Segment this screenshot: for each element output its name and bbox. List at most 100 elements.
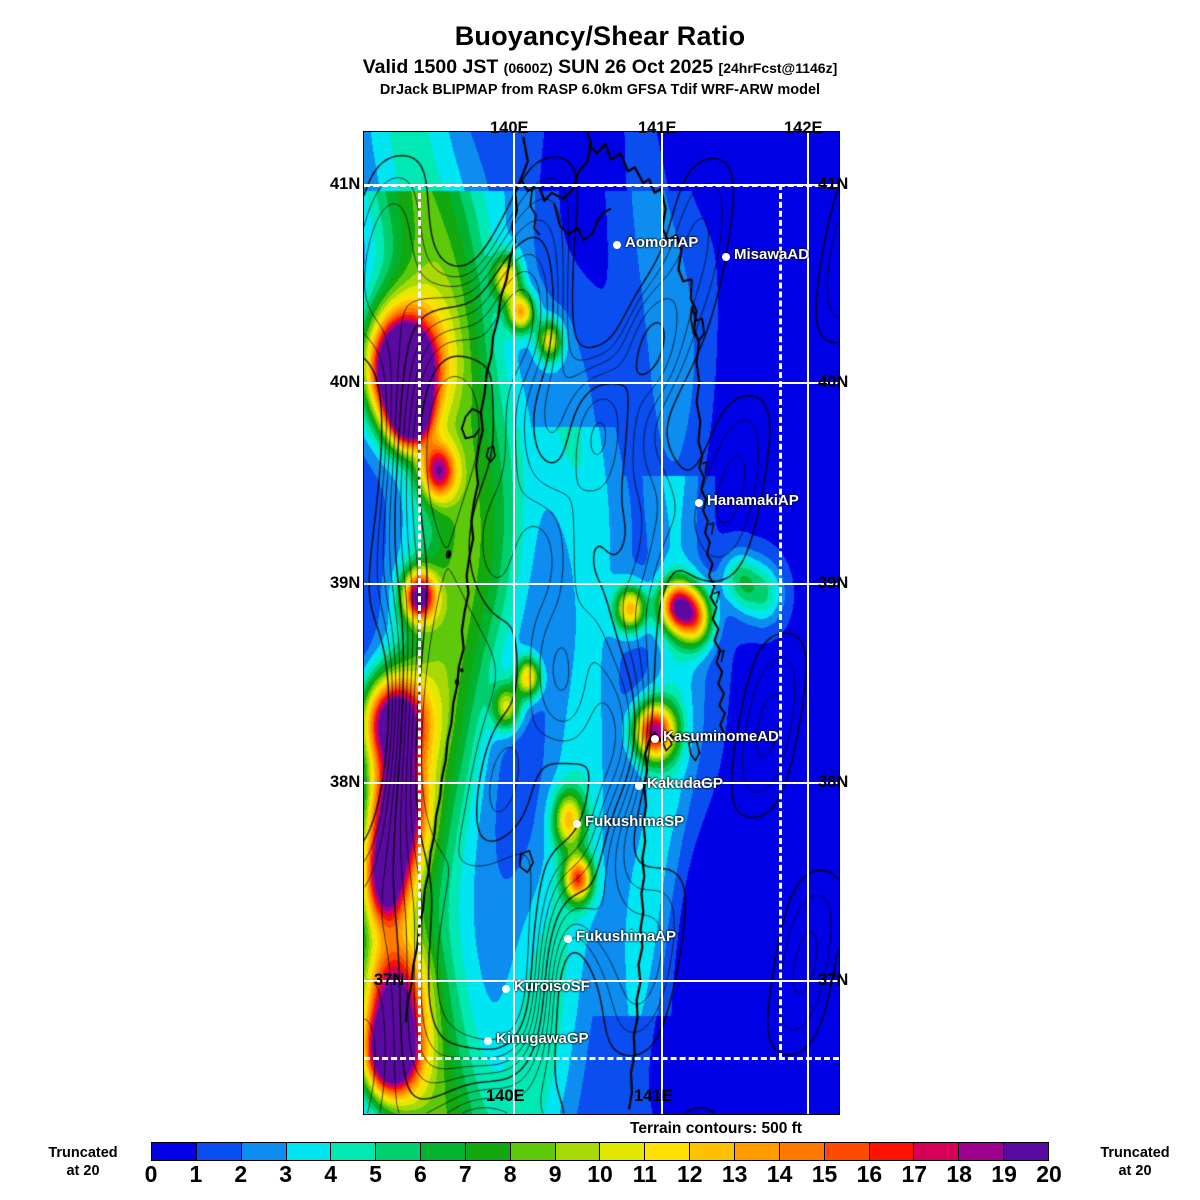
- colorbar-tick-20: 20: [1036, 1161, 1062, 1187]
- colorbar-tick-12: 12: [677, 1161, 703, 1187]
- colorbar-tick-10: 10: [587, 1161, 613, 1187]
- truncated-note-right-line2: at 20: [1118, 1163, 1152, 1180]
- colorbar-tick-8: 8: [503, 1161, 517, 1187]
- colorbar-band-15: [824, 1143, 870, 1160]
- station-dot: [564, 935, 572, 943]
- valid-time-line: Valid 1500 JST (0600Z) SUN 26 Oct 2025 […: [0, 57, 1200, 77]
- valid-time-utc: (0600Z): [503, 60, 553, 77]
- subdomain-box-left: [418, 184, 421, 1059]
- lat-label-41n-left: 41N: [330, 175, 361, 193]
- truncated-note-left: Truncated at 20: [28, 1144, 138, 1180]
- colorbar-band-16: [869, 1143, 915, 1160]
- lat-label-38n-right: 38N: [818, 773, 849, 791]
- gridline-lat-38n: [364, 782, 839, 784]
- colorbar-tick-4: 4: [324, 1161, 337, 1187]
- colorbar-band-13: [734, 1143, 780, 1160]
- colorbar[interactable]: [151, 1142, 1049, 1161]
- truncated-note-left-line2: at 20: [66, 1163, 100, 1180]
- station-label: AomoriAP: [625, 234, 699, 251]
- colorbar-tick-2: 2: [234, 1161, 248, 1187]
- lat-label-40n-left: 40N: [330, 373, 361, 391]
- station-label: FukushimaSP: [585, 813, 685, 830]
- colorbar-band-8: [510, 1143, 556, 1160]
- colorbar-tick-16: 16: [856, 1161, 883, 1187]
- gridline-lat-39n: [364, 583, 839, 585]
- colorbar-band-1: [196, 1143, 242, 1160]
- valid-time-main: Valid 1500 JST: [362, 56, 504, 79]
- truncated-note-right: Truncated at 20: [1080, 1144, 1190, 1180]
- truncated-note-left-line1: Truncated: [48, 1145, 118, 1161]
- colorbar-tick-labels: 0 1 2 3 4 5 6 7 8 9 10 11 12 13 14 15 16 17 18 19 20: [145, 1161, 1062, 1187]
- title-block: Buoyancy/Shear Ratio Valid 1500 JST (060…: [0, 0, 1200, 98]
- valid-date: SUN 26 Oct 2025: [552, 56, 719, 79]
- colorbar-tick-7: 7: [458, 1161, 472, 1187]
- colorbar-band-10: [600, 1143, 646, 1160]
- subdomain-box-right: [779, 184, 782, 1059]
- colorbar-tick-18: 18: [946, 1161, 972, 1187]
- station-label: MisawaAD: [734, 246, 810, 263]
- subdomain-box-top: [364, 184, 839, 187]
- colorbar-band-19: [1004, 1143, 1048, 1160]
- lat-label-39n-right: 39N: [818, 574, 849, 592]
- station-dot: [502, 985, 510, 993]
- colorbar-band-14: [779, 1143, 825, 1160]
- truncated-note-right-line1: Truncated: [1100, 1145, 1170, 1161]
- colorbar-band-12: [690, 1143, 735, 1160]
- colorbar-tick-13: 13: [721, 1161, 748, 1187]
- colorbar-band-17: [914, 1143, 960, 1160]
- colorbar-band-2: [241, 1143, 287, 1160]
- colorbar-tick-5: 5: [369, 1161, 382, 1187]
- subdomain-box-bottom: [364, 1057, 839, 1060]
- lat-label-38n-left: 38N: [330, 773, 361, 791]
- station-dot: [635, 782, 643, 790]
- station-dot: [484, 1037, 492, 1045]
- colorbar-tick-15: 15: [811, 1161, 838, 1187]
- station-dot: [695, 499, 703, 507]
- colorbar-band-9: [555, 1143, 601, 1160]
- lon-label-142e: 142E: [784, 119, 823, 137]
- gridline-lat-37n: [364, 980, 839, 982]
- colorbar-band-4: [331, 1143, 377, 1160]
- colorbar-band-18: [959, 1143, 1005, 1160]
- gridline-lon-140e: [513, 132, 515, 1114]
- colorbar-band-3: [286, 1143, 332, 1160]
- station-label: KuroisoSF: [514, 978, 590, 995]
- colorbar-tick-6: 6: [413, 1161, 427, 1187]
- colorbar-tick-11: 11: [632, 1161, 658, 1187]
- colorbar-tick-0: 0: [144, 1161, 158, 1187]
- lon-label-140e-bottom: 140E: [486, 1087, 525, 1105]
- station-dot: [573, 820, 581, 828]
- station-label: KasuminomeAD: [663, 728, 779, 745]
- colorbar-band-11: [645, 1143, 691, 1160]
- map-plot-area[interactable]: 140E 141E AomoriAP MisawaAD HanamakiAP K…: [363, 131, 840, 1115]
- gridline-lat-40n: [364, 382, 839, 384]
- lon-label-141e-bottom: 141E: [634, 1087, 673, 1105]
- gridline-lon-141e: [661, 132, 663, 1114]
- page-title: Buoyancy/Shear Ratio: [454, 21, 746, 51]
- station-dot: [651, 735, 659, 743]
- colorbar-tick-9: 9: [548, 1161, 562, 1187]
- colorbar-band-5: [376, 1143, 422, 1160]
- lat-label-39n-left: 39N: [330, 574, 361, 592]
- terrain-contour-note: Terrain contours: 500 ft: [630, 1120, 802, 1137]
- station-dot: [613, 241, 621, 249]
- station-dot: [722, 253, 730, 261]
- colorbar-tick-3: 3: [279, 1161, 293, 1187]
- colorbar-tick-19: 19: [991, 1161, 1017, 1187]
- colorbar-band-6: [421, 1143, 466, 1160]
- colorbar-band-0: [152, 1143, 197, 1160]
- colorbar-tick-17: 17: [901, 1161, 928, 1187]
- colorbar-band-7: [465, 1143, 511, 1160]
- lat-label-37n-left: 37N: [374, 971, 405, 989]
- gridline-lon-142e: [807, 132, 809, 1114]
- forecast-hour-tag: [24hrFcst@1146z]: [718, 60, 838, 77]
- station-label: KakudaGP: [647, 775, 723, 792]
- model-source-line: DrJack BLIPMAP from RASP 6.0km GFSA Tdif…: [379, 81, 821, 98]
- lon-label-140e: 140E: [490, 119, 529, 137]
- lat-label-37n-right: 37N: [818, 971, 849, 989]
- station-label: FukushimaAP: [576, 928, 677, 945]
- contour-field-canvas: [364, 132, 839, 1114]
- station-label: KinugawaGP: [496, 1030, 589, 1047]
- colorbar-tick-1: 1: [189, 1161, 203, 1187]
- lat-label-40n-right: 40N: [818, 373, 849, 391]
